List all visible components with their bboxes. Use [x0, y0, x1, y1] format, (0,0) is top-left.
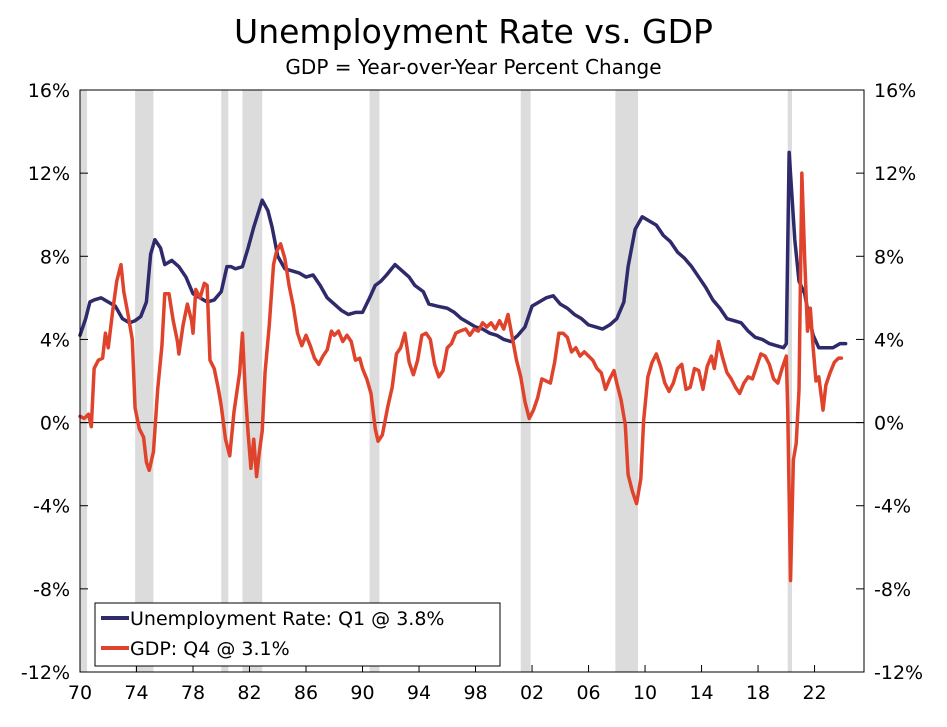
x-tick-label: 10: [633, 682, 657, 704]
x-tick-label: 14: [689, 682, 713, 704]
y-tick-label-left: 12%: [28, 163, 70, 185]
x-tick-label: 86: [294, 682, 318, 704]
x-tick-label: 98: [463, 682, 487, 704]
y-tick-label-left: 0%: [40, 413, 70, 435]
y-tick-label-right: 16%: [874, 80, 916, 102]
x-tick-label: 90: [350, 682, 374, 704]
x-tick-label: 74: [124, 682, 148, 704]
y-tick-label-right: 0%: [874, 413, 904, 435]
recession-band-0: [80, 90, 88, 672]
chart-subtitle: GDP = Year-over-Year Percent Change: [285, 55, 661, 79]
y-tick-label-right: -12%: [874, 662, 923, 684]
legend-box: [94, 602, 501, 667]
x-tick-label: 02: [520, 682, 544, 704]
y-tick-label-left: -8%: [33, 579, 70, 601]
legend-label-gdp: GDP: Q4 @ 3.1%: [130, 638, 290, 660]
y-tick-label-left: 4%: [40, 329, 70, 351]
x-tick-label: 78: [181, 682, 205, 704]
x-tick-label: 06: [576, 682, 600, 704]
x-tick-label: 18: [746, 682, 770, 704]
legend-label-unemployment: Unemployment Rate: Q1 @ 3.8%: [130, 608, 444, 630]
recession-band-5: [520, 90, 531, 672]
y-tick-label-right: 8%: [874, 246, 904, 268]
axis-labels: -12% -12% -8% -8% -4% -4% 0% 0% 4% 4% 8% 8% 12% 12% 16…: [21, 80, 923, 704]
chart-title: Unemployment Rate vs. GDP: [234, 12, 713, 51]
plot-frame: [79, 89, 865, 673]
series-line-gdp: [78, 171, 844, 583]
y-tick-label-right: -8%: [874, 579, 911, 601]
recession-band-1: [135, 90, 154, 672]
y-tick-label-left: -4%: [33, 496, 70, 518]
recession-band-7: [787, 90, 792, 672]
legend: Unemployment Rate: Q1 @ 3.8% GDP: Q4 @ 3…: [94, 602, 501, 667]
y-tick-label-right: -4%: [874, 496, 911, 518]
recession-band-4: [369, 90, 380, 672]
y-tick-label-left: 16%: [28, 80, 70, 102]
x-tick-label: 70: [68, 682, 92, 704]
recession-band-6: [615, 90, 638, 672]
x-tick-label: 82: [237, 682, 261, 704]
y-tick-label-left: 8%: [40, 246, 70, 268]
x-tick-label: 94: [407, 682, 431, 704]
x-tick-label: 22: [802, 682, 826, 704]
recession-band-2: [221, 90, 229, 672]
series-lines: [78, 150, 848, 583]
y-tick-label-right: 12%: [874, 163, 916, 185]
recession-band-3: [242, 90, 263, 672]
y-tick-label-left: -12%: [21, 662, 70, 684]
y-tick-label-right: 4%: [874, 329, 904, 351]
